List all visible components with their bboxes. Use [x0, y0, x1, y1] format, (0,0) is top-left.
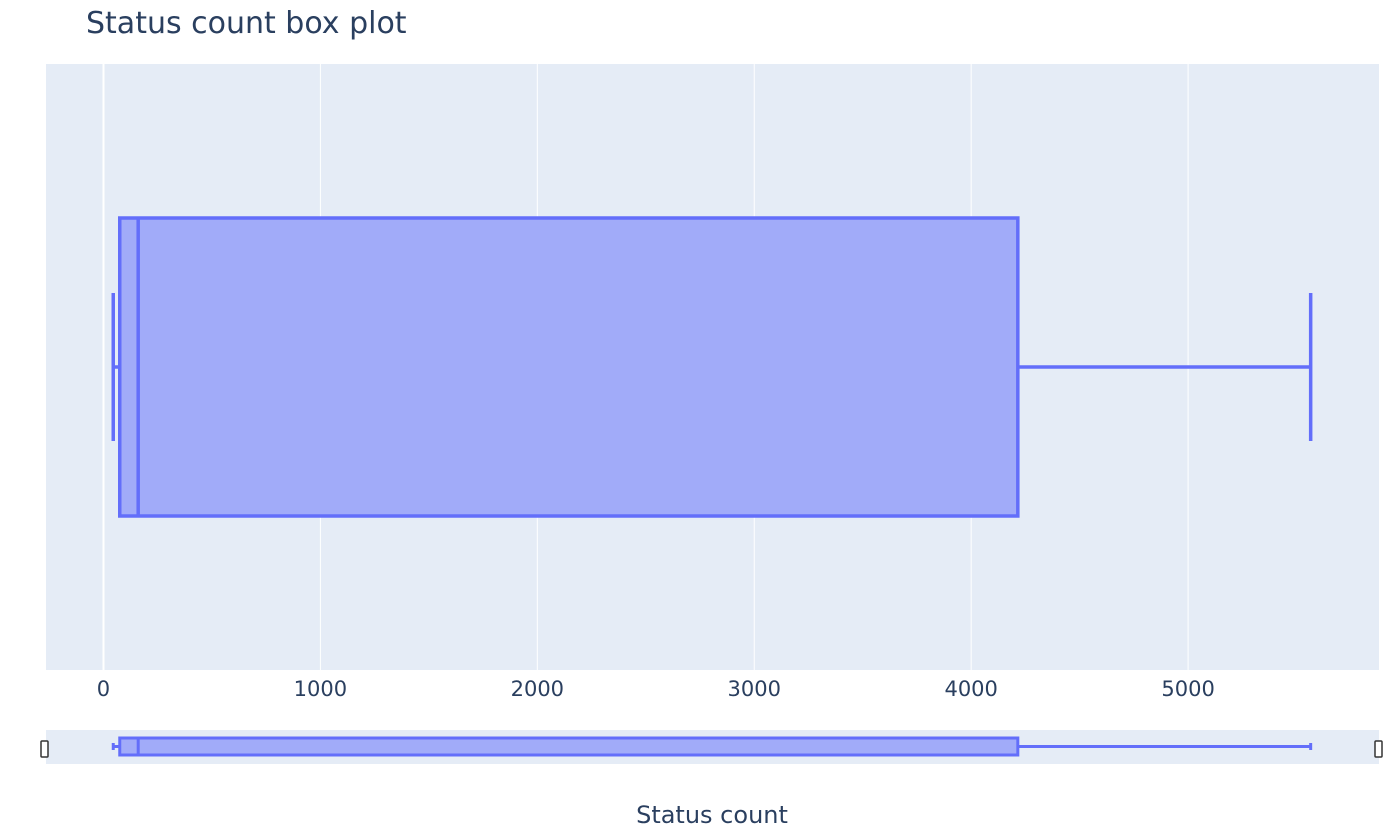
- x-axis-label: Status count: [636, 801, 788, 829]
- x-tick-label: 1000: [294, 677, 347, 701]
- range-slider-right-handle[interactable]: [1374, 740, 1383, 758]
- range-slider-box-trace: [111, 736, 1313, 757]
- box-trace[interactable]: [111, 216, 1313, 518]
- x-tick-label: 5000: [1161, 677, 1214, 701]
- range-slider-left-handle[interactable]: [40, 740, 49, 758]
- x-tick-label: 0: [97, 677, 110, 701]
- slider-iqr-box: [118, 736, 1020, 757]
- chart-title: Status count box plot: [86, 6, 407, 41]
- x-axis-ticks: 0 1000 2000 3000 4000 5000: [97, 677, 1215, 701]
- x-tick-label: 3000: [728, 677, 781, 701]
- iqr-box: [118, 216, 1020, 518]
- x-tick-label: 2000: [511, 677, 564, 701]
- x-tick-label: 4000: [944, 677, 997, 701]
